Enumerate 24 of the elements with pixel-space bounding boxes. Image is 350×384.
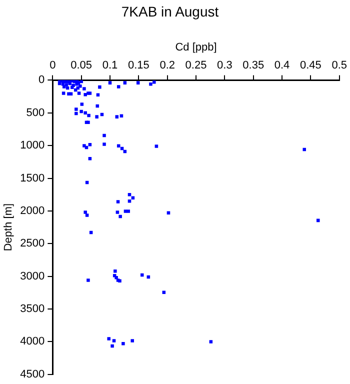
y-tick-label: 1500 — [20, 172, 45, 184]
x-tick-label: 0.25 — [185, 60, 207, 72]
y-tick-label: 3500 — [20, 303, 45, 316]
x-tick-label: 0.1 — [102, 60, 118, 72]
x-tick-label: 0.5 — [332, 60, 348, 72]
x-tick-label: 0.3 — [217, 60, 232, 72]
x-tick-label: 0.45 — [300, 60, 322, 72]
y-tick-label: 2000 — [20, 204, 45, 217]
x-tick-label: 0.4 — [274, 60, 290, 72]
y-tick-label: 1000 — [20, 140, 45, 152]
x-tick-label: 0.05 — [70, 60, 92, 72]
y-axis-title: Depth [m] — [2, 203, 15, 252]
y-tick-label: 3000 — [20, 270, 45, 282]
x-tick-label: 0.2 — [160, 60, 175, 72]
x-tick-label: 0.35 — [242, 60, 264, 72]
y-tick-label: 4000 — [20, 336, 45, 348]
y-tick-label: 4500 — [20, 368, 45, 380]
x-tick-label: 0.15 — [128, 60, 150, 72]
x-axis-title: Cd [ppb] — [175, 41, 217, 54]
y-tick-label: 0 — [38, 74, 45, 86]
x-tick-label: 0 — [50, 60, 56, 72]
y-tick-label: 2500 — [20, 238, 45, 250]
chart-title: 7KAB in August — [121, 3, 219, 20]
y-tick-label: 500 — [26, 106, 45, 119]
